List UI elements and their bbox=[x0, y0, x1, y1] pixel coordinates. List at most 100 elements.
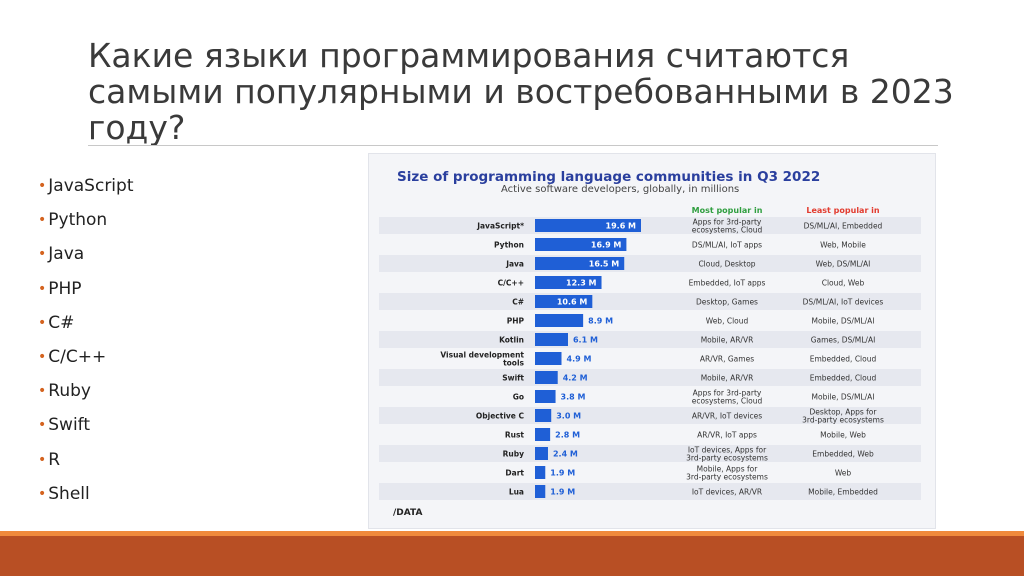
footer-bar bbox=[0, 536, 1024, 576]
least-popular-cell: Mobile, Web bbox=[820, 431, 866, 440]
bullet-dot-icon: • bbox=[38, 383, 47, 400]
source-logo: /DATA bbox=[393, 508, 422, 518]
bullet-item: • PHP bbox=[38, 279, 358, 313]
bullet-item: • Ruby bbox=[38, 381, 358, 415]
most-popular-cell: AR/VR, IoT devices bbox=[692, 412, 762, 421]
bar bbox=[535, 219, 641, 232]
table-row-bg bbox=[379, 274, 921, 291]
least-popular-cell: Desktop, Apps for 3rd-party ecosystems bbox=[802, 408, 884, 425]
least-popular-cell: Embedded, Cloud bbox=[810, 374, 877, 383]
most-popular-cell: Embedded, IoT apps bbox=[689, 279, 766, 288]
bar bbox=[535, 390, 556, 403]
bar-value-label: 16.5 M bbox=[589, 260, 620, 269]
bullet-dot-icon: • bbox=[38, 451, 47, 468]
least-popular-header: Least popular in bbox=[806, 206, 880, 215]
bar-value-label: 4.9 M bbox=[567, 355, 592, 364]
bar bbox=[535, 466, 546, 479]
bullet-item: • JavaScript bbox=[38, 176, 358, 210]
most-popular-cell: IoT devices, Apps for 3rd-party ecosystem… bbox=[686, 446, 768, 463]
category-label: Kotlin bbox=[499, 336, 524, 345]
most-popular-cell: DS/ML/AI, IoT apps bbox=[692, 241, 762, 250]
bar-value-label: 6.1 M bbox=[573, 336, 598, 345]
category-label: PHP bbox=[507, 317, 525, 326]
category-label: C# bbox=[512, 298, 524, 307]
table-row-bg bbox=[379, 236, 921, 253]
bar bbox=[535, 371, 558, 384]
least-popular-cell: Web, Mobile bbox=[820, 241, 866, 250]
table-row-bg bbox=[379, 312, 921, 329]
bar bbox=[535, 333, 568, 346]
most-popular-cell: AR/VR, Games bbox=[700, 355, 754, 364]
least-popular-cell: Web, DS/ML/AI bbox=[816, 260, 871, 269]
table-row-bg bbox=[379, 255, 921, 272]
category-label: Dart bbox=[505, 469, 524, 478]
category-label: C/C++ bbox=[498, 279, 524, 288]
table-row-bg bbox=[379, 369, 921, 386]
bullet-dot-icon: • bbox=[38, 314, 47, 331]
bullet-item: • Python bbox=[38, 210, 358, 244]
bullet-text: JavaScript bbox=[48, 176, 134, 196]
category-label: Swift bbox=[502, 374, 524, 383]
bar-value-label: 3.0 M bbox=[556, 412, 581, 421]
category-label: Go bbox=[513, 393, 524, 402]
least-popular-cell: Embedded, Web bbox=[812, 450, 874, 459]
least-popular-cell: Games, DS/ML/AI bbox=[811, 336, 876, 345]
bullet-dot-icon: • bbox=[38, 246, 47, 263]
bullet-text: Swift bbox=[48, 415, 91, 436]
most-popular-cell: Cloud, Desktop bbox=[698, 260, 755, 269]
most-popular-cell: Desktop, Games bbox=[696, 298, 758, 307]
bullet-item: • Shell bbox=[38, 484, 358, 518]
bullet-item: • C/C++ bbox=[38, 347, 358, 381]
bar-value-label: 2.8 M bbox=[555, 431, 580, 440]
table-row-bg bbox=[379, 426, 921, 443]
category-label: Lua bbox=[509, 488, 524, 497]
title-divider bbox=[88, 145, 938, 146]
bullet-item: • C# bbox=[38, 313, 358, 347]
table-row-bg bbox=[379, 331, 921, 348]
most-popular-cell: Web, Cloud bbox=[706, 317, 749, 326]
category-label: JavaScript* bbox=[476, 222, 524, 231]
table-row-bg bbox=[379, 293, 921, 310]
slide-title: Какие языки программирования считаются с… bbox=[88, 36, 954, 147]
bar-value-label: 12.3 M bbox=[566, 279, 597, 288]
bar-value-label: 8.9 M bbox=[588, 317, 613, 326]
bullet-text: Ruby bbox=[48, 381, 91, 402]
least-popular-cell: Mobile, Embedded bbox=[808, 488, 878, 497]
category-label: Ruby bbox=[503, 450, 524, 459]
least-popular-cell: Web bbox=[835, 469, 852, 478]
least-popular-cell: Mobile, DS/ML/AI bbox=[812, 393, 875, 402]
table-row-bg bbox=[379, 445, 921, 462]
bullet-dot-icon: • bbox=[38, 178, 47, 194]
most-popular-cell: Apps for 3rd-party ecosystems, Cloud bbox=[692, 218, 763, 235]
bar bbox=[535, 485, 546, 498]
bar-value-label: 16.9 M bbox=[591, 241, 622, 250]
bar bbox=[535, 257, 625, 270]
bar-value-label: 1.9 M bbox=[550, 469, 575, 478]
least-popular-cell: Embedded, Cloud bbox=[810, 355, 877, 364]
bullet-text: R bbox=[48, 449, 61, 470]
bar bbox=[535, 314, 584, 327]
bullet-text: PHP bbox=[48, 278, 82, 299]
least-popular-cell: Cloud, Web bbox=[822, 279, 865, 288]
chart-subtitle: Active software developers, globally, in… bbox=[501, 184, 739, 195]
bullet-text: Python bbox=[48, 210, 108, 231]
bar bbox=[535, 276, 602, 289]
bar-value-label: 1.9 M bbox=[550, 488, 575, 497]
bar-value-label: 4.2 M bbox=[563, 374, 588, 383]
most-popular-cell: Apps for 3rd-party ecosystems, Cloud bbox=[692, 389, 763, 406]
most-popular-cell: Mobile, AR/VR bbox=[701, 374, 754, 383]
category-label: Java bbox=[505, 260, 524, 269]
bullet-dot-icon: • bbox=[38, 212, 47, 229]
footer-accent-line bbox=[0, 531, 1024, 536]
bullet-item: • Java bbox=[38, 244, 358, 278]
bullet-text: Java bbox=[48, 244, 85, 265]
least-popular-cell: DS/ML/AI, IoT devices bbox=[803, 298, 884, 307]
bar bbox=[535, 238, 627, 251]
bar bbox=[535, 447, 548, 460]
bullet-dot-icon: • bbox=[38, 280, 47, 297]
bullet-text: C# bbox=[48, 312, 75, 333]
category-label: Rust bbox=[505, 431, 525, 440]
table-row-bg bbox=[379, 464, 921, 481]
chart-title: Size of programming language communities… bbox=[397, 169, 820, 185]
bar-chart: Size of programming language communities… bbox=[379, 169, 921, 518]
